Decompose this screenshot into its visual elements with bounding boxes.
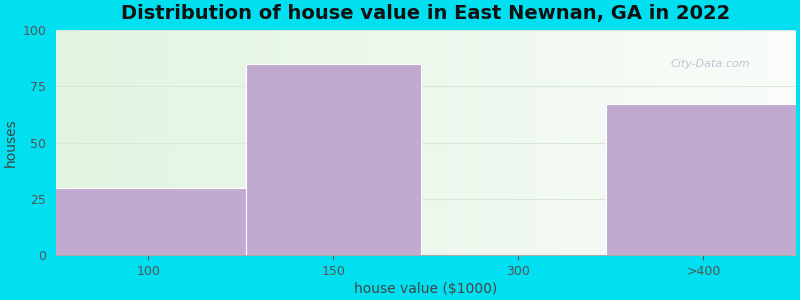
Bar [51, 188, 246, 255]
Text: City-Data.com: City-Data.com [670, 59, 750, 69]
Bar [246, 64, 422, 255]
Y-axis label: houses: houses [4, 118, 18, 167]
Title: Distribution of house value in East Newnan, GA in 2022: Distribution of house value in East Newn… [122, 4, 730, 23]
X-axis label: house value ($1000): house value ($1000) [354, 282, 498, 296]
Bar [606, 104, 800, 255]
